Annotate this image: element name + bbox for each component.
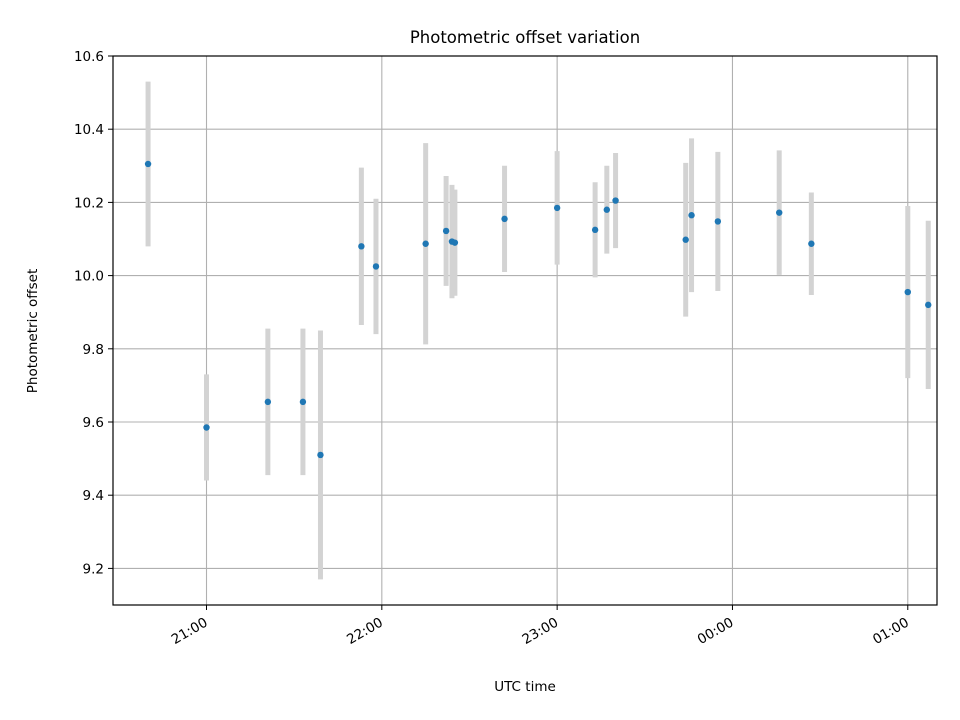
error-bars — [145, 81, 931, 580]
data-point — [264, 398, 272, 406]
data-point — [144, 160, 152, 168]
data-point — [714, 218, 722, 225]
data-point — [808, 240, 815, 247]
data-point — [422, 240, 429, 247]
chart-title: Photometric offset variation — [410, 28, 640, 47]
data-point — [688, 212, 695, 219]
data-point — [372, 263, 380, 270]
data-point — [317, 451, 324, 459]
data-point — [553, 204, 561, 212]
data-points — [144, 160, 932, 459]
x-tick-label: 00:00 — [695, 615, 737, 648]
data-point — [925, 301, 932, 309]
data-point — [451, 239, 459, 246]
x-tick-label: 21:00 — [169, 615, 211, 648]
y-tick-label: 9.6 — [83, 415, 104, 431]
data-point — [682, 236, 689, 243]
x-axis-ticks: 21:00 22:00 23:00 00:00 01:00 — [169, 605, 912, 648]
data-point — [358, 243, 365, 250]
y-tick-label: 9.8 — [83, 342, 104, 358]
x-axis-label: UTC time — [494, 679, 556, 695]
y-axis-ticks: 9.2 9.4 9.6 9.8 10.0 10.2 10.4 10.6 — [74, 49, 113, 577]
y-tick-label: 10.4 — [74, 122, 104, 138]
y-tick-label: 9.4 — [83, 488, 104, 504]
y-tick-label: 9.2 — [83, 561, 104, 577]
data-point — [203, 424, 210, 431]
data-point — [299, 398, 307, 406]
data-point — [776, 209, 783, 216]
grid — [113, 55, 937, 605]
y-tick-label: 10.2 — [74, 195, 104, 211]
data-point — [904, 288, 911, 296]
plot-frame — [112, 55, 938, 606]
x-tick-label: 22:00 — [344, 615, 386, 648]
data-point — [442, 227, 450, 235]
data-point — [501, 215, 508, 223]
data-point — [591, 226, 599, 234]
y-tick-label: 10.0 — [74, 269, 104, 285]
y-axis-label: Photometric offset — [25, 269, 41, 393]
data-point — [603, 206, 611, 213]
x-tick-label: 01:00 — [870, 615, 912, 648]
y-tick-label: 10.6 — [74, 49, 104, 65]
x-tick-label: 23:00 — [519, 615, 561, 648]
data-point — [612, 197, 619, 204]
